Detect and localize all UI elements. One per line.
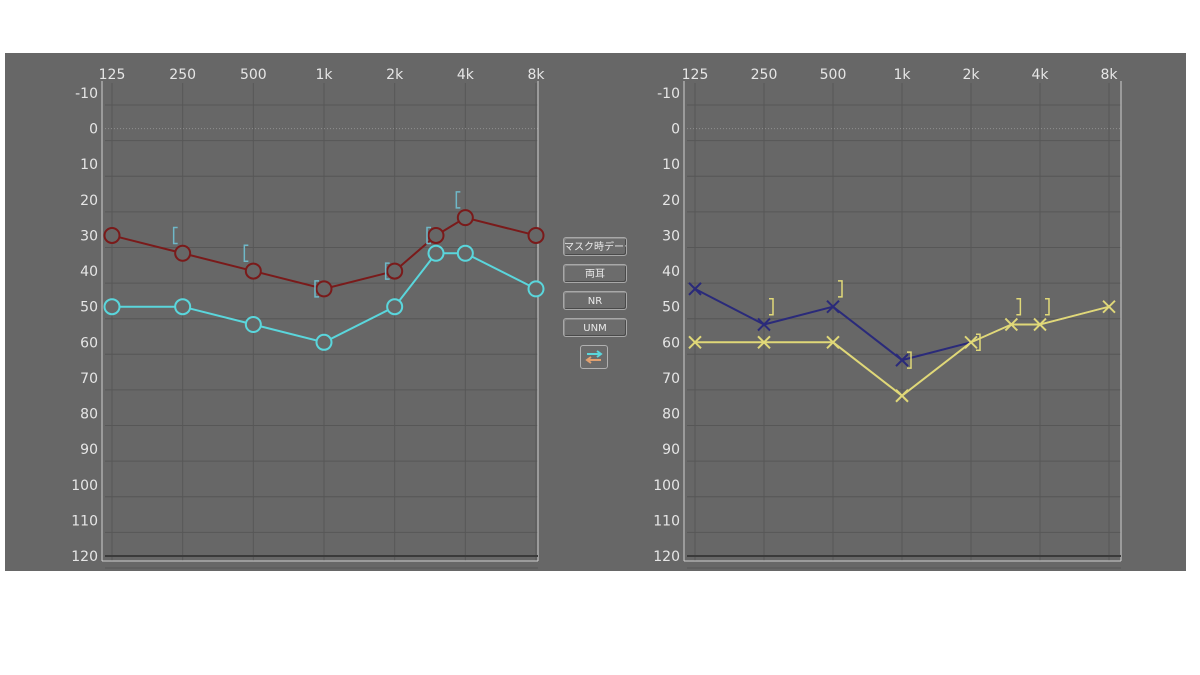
left-ear-series-line (695, 305, 1110, 397)
left-ear-x-marker (688, 282, 702, 296)
left-ear-bone-bracket-marker (1045, 297, 1050, 316)
right-ear-circle-marker (103, 298, 121, 316)
left-ear-x-marker (895, 389, 909, 403)
x-tick-label: 500 (240, 67, 267, 83)
y-tick-label: 50 (662, 300, 680, 316)
y-tick-label: 120 (653, 549, 680, 565)
x-tick-label: 4k (457, 67, 475, 83)
x-tick-label: 1k (893, 67, 911, 83)
swap-button[interactable] (580, 345, 608, 369)
y-tick-label: 110 (653, 513, 680, 529)
right-ear-circle-marker (174, 298, 192, 316)
right-ear-bone-bracket-marker (455, 191, 461, 209)
left-ear-x-marker (826, 299, 840, 314)
x-tick-label: 2k (962, 67, 980, 83)
x-tick-label: 500 (820, 67, 847, 83)
y-tick-label: 70 (80, 371, 98, 387)
right-ear-bone-bracket-marker (384, 262, 390, 280)
y-tick-label: 110 (71, 513, 98, 529)
y-tick-label: -10 (657, 86, 680, 102)
x-tick-label: 2k (386, 67, 404, 83)
left-ear-bone-bracket-marker (1016, 297, 1022, 316)
y-tick-label: 50 (80, 300, 98, 316)
x-tick-label: 1k (315, 67, 333, 83)
nr-button[interactable]: NR (563, 291, 627, 310)
left-ear-bone-bracket-marker (907, 351, 912, 369)
right-ear-bone-bracket-marker (426, 226, 432, 245)
left-ear-bone-bracket-marker (838, 280, 843, 298)
swap-arrows-icon (585, 350, 603, 364)
y-tick-label: 70 (662, 371, 680, 387)
right-ear-circle-marker (427, 226, 445, 244)
right-ear-circle-marker (244, 262, 262, 280)
x-tick-label: 250 (751, 67, 778, 83)
y-tick-label: 30 (662, 228, 680, 244)
right-ear-bone-bracket-marker (172, 226, 178, 245)
unm-button[interactable]: UNM (563, 318, 627, 337)
right-ear-circle-marker (456, 244, 474, 262)
right-ear-circle-marker (427, 244, 445, 262)
left-ear-x-marker (964, 335, 978, 350)
y-tick-label: 90 (80, 442, 98, 458)
left-ear-x-marker (688, 335, 702, 350)
left-ear-x-marker (826, 335, 840, 350)
left-ear-x-marker (1004, 317, 1019, 332)
left-ear-x-marker (1102, 299, 1116, 314)
right-ear-circle-marker (315, 333, 333, 351)
y-tick-label: 10 (662, 157, 680, 173)
right-ear-circle-marker (456, 209, 474, 227)
y-tick-label: 0 (671, 122, 680, 138)
right-ear-circle-marker (315, 280, 333, 298)
x-tick-label: 125 (682, 67, 709, 83)
y-tick-label: 100 (653, 478, 680, 494)
right-ear-circle-marker (244, 316, 262, 333)
x-tick-label: 4k (1031, 67, 1049, 83)
y-tick-label: 60 (662, 335, 680, 351)
left-ear-x-marker (895, 353, 909, 367)
audiogram-panel: 125 250 500 1k 2k 4k 8k -10 0 10 20 30 40 50 60 70 80 90 1… (5, 53, 1186, 571)
y-tick-label: 10 (80, 157, 98, 173)
x-tick-label: 8k (1100, 67, 1118, 83)
right-ear-circle-marker (527, 280, 545, 298)
x-tick-label: 250 (169, 67, 196, 83)
right-ear-circle-marker (103, 226, 121, 244)
masked-data-button[interactable]: マスク時データ (563, 237, 627, 256)
y-tick-label: -10 (75, 86, 98, 102)
y-tick-label: 20 (80, 193, 98, 209)
both-ears-button[interactable]: 両耳 (563, 264, 627, 283)
left-ear-x-marker (757, 317, 771, 332)
y-tick-label: 40 (80, 264, 98, 280)
x-tick-label: 125 (99, 67, 126, 83)
left-ear-bone-bracket-marker (769, 297, 774, 316)
left-ear-x-marker (757, 335, 771, 350)
y-tick-label: 20 (662, 193, 680, 209)
y-tick-label: 60 (80, 335, 98, 351)
left-ear-x-marker (1033, 317, 1047, 332)
y-tick-label: 80 (662, 407, 680, 423)
x-tick-label: 8k (527, 67, 545, 83)
y-tick-label: 80 (80, 407, 98, 423)
y-tick-label: 120 (71, 549, 98, 565)
right-ear-circle-marker (174, 244, 192, 262)
right-ear-bone-bracket-marker (243, 244, 249, 263)
y-tick-label: 30 (80, 228, 98, 244)
y-tick-label: 0 (89, 122, 98, 138)
right-ear-circle-marker (386, 298, 404, 316)
audiogram-right-ear-chart: 125 250 500 1k 2k 4k 8k-1001020304050607080901… (71, 67, 1122, 569)
right-ear-bone-bracket-marker (314, 280, 319, 298)
y-tick-label: 100 (71, 478, 98, 494)
right-ear-circle-marker (527, 226, 545, 244)
left-ear-bone-bracket-marker (976, 333, 981, 352)
right-ear-circle-marker (386, 262, 404, 280)
y-tick-label: 90 (662, 442, 680, 458)
y-tick-label: 40 (662, 264, 680, 280)
